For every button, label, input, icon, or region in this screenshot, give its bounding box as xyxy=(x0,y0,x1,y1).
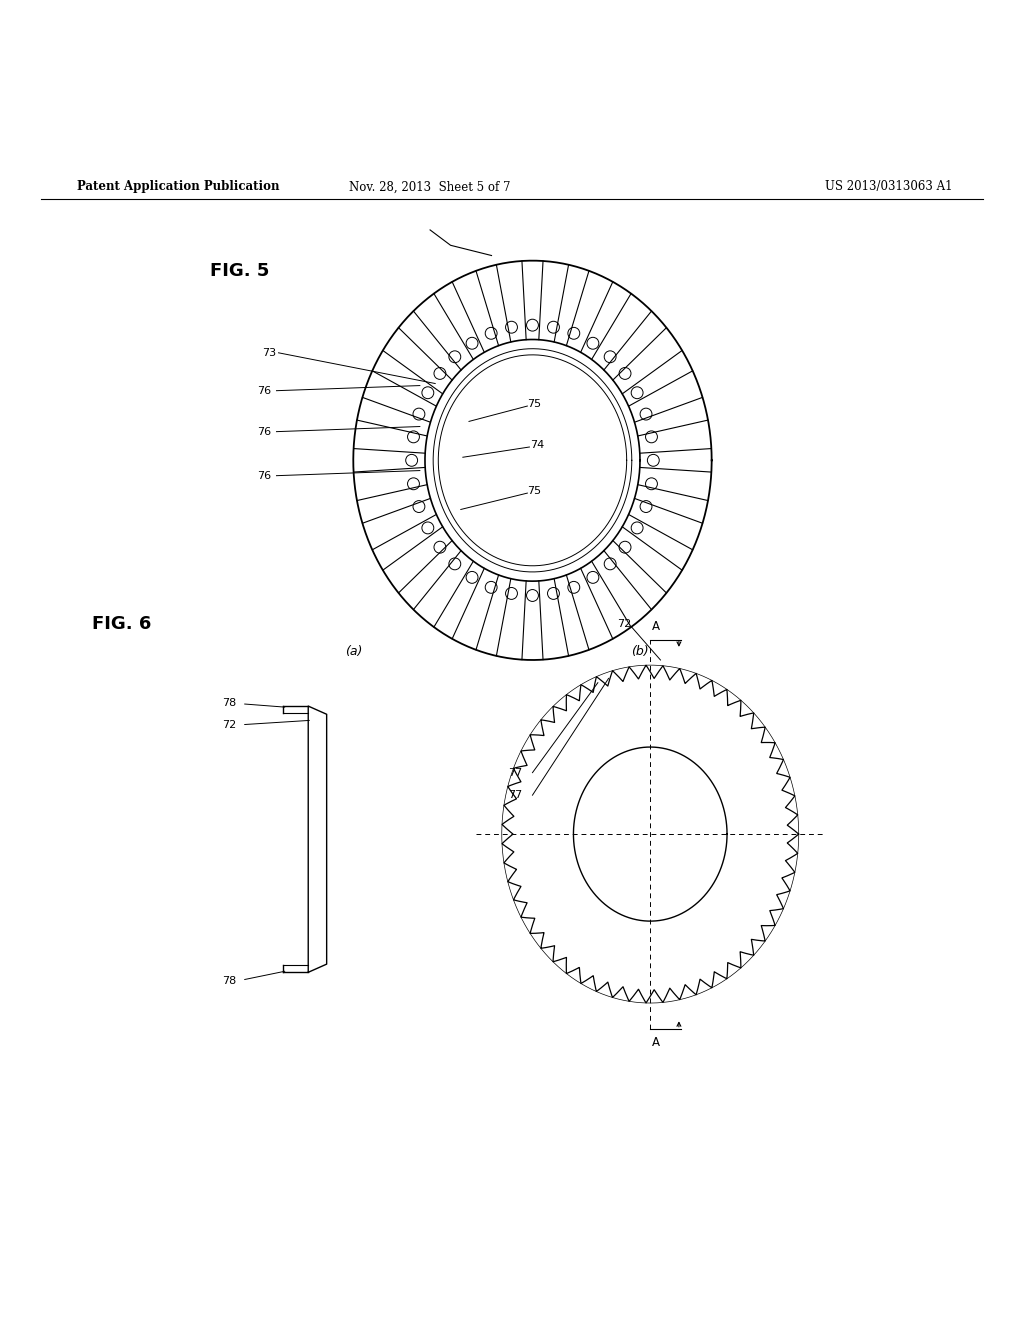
Text: 72: 72 xyxy=(222,719,237,730)
Text: (a): (a) xyxy=(345,645,361,659)
Text: Patent Application Publication: Patent Application Publication xyxy=(77,181,280,194)
Text: US 2013/0313063 A1: US 2013/0313063 A1 xyxy=(824,181,952,194)
Text: (b): (b) xyxy=(631,645,649,659)
Text: 77: 77 xyxy=(508,768,522,777)
Text: Nov. 28, 2013  Sheet 5 of 7: Nov. 28, 2013 Sheet 5 of 7 xyxy=(349,181,511,194)
Text: FIG. 5: FIG. 5 xyxy=(210,261,269,280)
Text: 73: 73 xyxy=(262,347,276,358)
Text: 76: 76 xyxy=(257,471,271,480)
Text: 78: 78 xyxy=(222,698,237,708)
Text: A: A xyxy=(652,1036,660,1049)
Text: 75: 75 xyxy=(527,486,542,496)
Text: 76: 76 xyxy=(257,385,271,396)
Text: 74: 74 xyxy=(530,440,545,450)
Text: 75: 75 xyxy=(527,399,542,409)
Text: 76: 76 xyxy=(257,426,271,437)
Text: A: A xyxy=(652,620,660,634)
Text: FIG. 6: FIG. 6 xyxy=(92,615,152,634)
Text: 78: 78 xyxy=(222,975,237,986)
Text: 77: 77 xyxy=(508,791,522,800)
Text: 72: 72 xyxy=(617,619,632,630)
